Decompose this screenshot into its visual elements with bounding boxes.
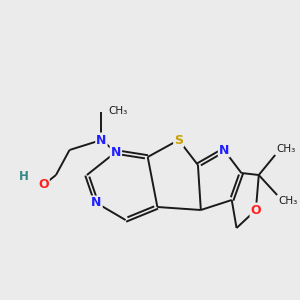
Text: N: N <box>111 146 121 158</box>
Text: O: O <box>38 178 49 191</box>
Text: O: O <box>250 203 261 217</box>
Text: CH₃: CH₃ <box>277 143 296 154</box>
Text: S: S <box>174 134 183 146</box>
Text: N: N <box>92 196 102 209</box>
Text: N: N <box>219 143 229 157</box>
Text: H: H <box>19 169 29 182</box>
Text: CH₃: CH₃ <box>279 196 298 206</box>
Text: CH₃: CH₃ <box>109 106 128 116</box>
Text: N: N <box>96 134 106 146</box>
